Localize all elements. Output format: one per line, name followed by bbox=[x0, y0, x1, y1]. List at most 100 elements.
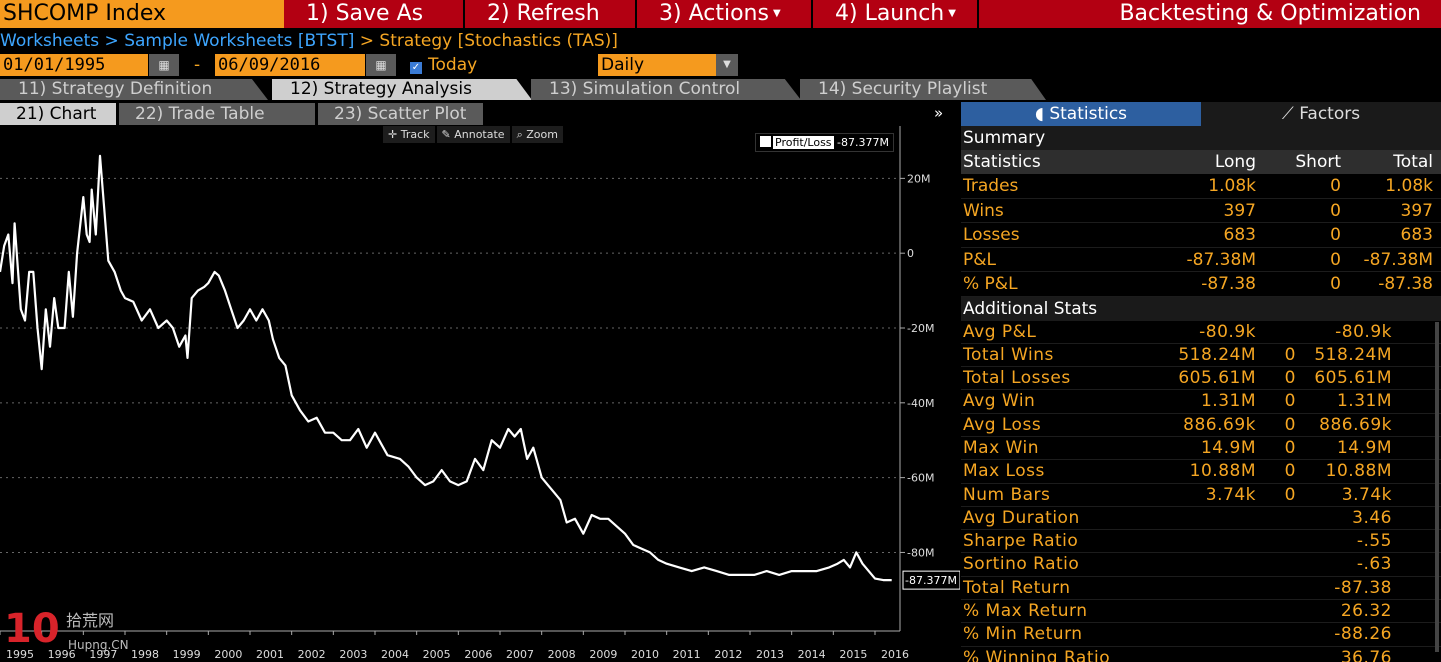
summary-cell-label: % P&L bbox=[963, 274, 1018, 294]
y-tick-label: -60M bbox=[907, 472, 934, 485]
additional-stat-row[interactable]: Avg Win 1.31M 0 1.31M bbox=[961, 390, 1441, 414]
additional-cell-long bbox=[1161, 623, 1256, 645]
summary-row[interactable]: Trades 1.08k 0 1.08k bbox=[961, 174, 1441, 199]
breadcrumb-sample-worksheets[interactable]: Sample Worksheets [BTST] bbox=[124, 31, 355, 51]
statistics-panel: ◖ Statistics ⟋ Factors Summary Statistic… bbox=[961, 102, 1441, 662]
tab-factors[interactable]: ⟋ Factors bbox=[1201, 102, 1441, 126]
breadcrumb-separator: > bbox=[359, 31, 374, 51]
x-tick-label: 1997 bbox=[89, 648, 117, 661]
scrollbar[interactable] bbox=[1435, 322, 1439, 652]
magnifier-icon: ⌕ bbox=[516, 128, 527, 141]
tab-security-playlist[interactable]: 14) Security Playlist bbox=[800, 79, 1046, 100]
additional-stat-row[interactable]: Max Win 14.9M 0 14.9M bbox=[961, 437, 1441, 461]
additional-cell-short bbox=[1256, 530, 1296, 552]
additional-cell-short bbox=[1256, 600, 1296, 622]
summary-row[interactable]: P&L -87.38M 0 -87.38M bbox=[961, 248, 1441, 272]
summary-cell-label: Losses bbox=[963, 225, 1020, 245]
additional-stat-row[interactable]: Total Wins 518.24M 0 518.24M bbox=[961, 344, 1441, 368]
additional-stat-row[interactable]: Sortino Ratio -.63 bbox=[961, 553, 1441, 577]
x-tick-label: 2001 bbox=[256, 648, 284, 661]
additional-cell-total: -.55 bbox=[1356, 531, 1392, 552]
y-tick-label: -40M bbox=[907, 397, 934, 410]
x-tick-label: 2010 bbox=[631, 648, 659, 661]
tab-statistics[interactable]: ◖ Statistics bbox=[961, 102, 1201, 126]
x-tick-label: 2013 bbox=[756, 648, 784, 661]
watermark-text: 拾荒网 bbox=[66, 611, 115, 630]
additional-cell-label: Num Bars bbox=[963, 484, 1051, 505]
actions-menu-button[interactable]: 3) Actions ▼ bbox=[637, 0, 813, 28]
additional-cell-long bbox=[1161, 530, 1256, 552]
pencil-icon: ✎ bbox=[441, 128, 455, 141]
chart-toolbar: ✛ Track ✎ Annotate ⌕ Zoom bbox=[383, 126, 563, 143]
x-tick-label: 2008 bbox=[548, 648, 576, 661]
additional-cell-long: 605.61M bbox=[1178, 368, 1256, 389]
additional-stat-row[interactable]: Total Return -87.38 bbox=[961, 577, 1441, 601]
y-tick-label: -80M bbox=[907, 546, 934, 559]
today-checkbox[interactable]: ✓ Today bbox=[410, 54, 477, 76]
expand-panel-icon[interactable]: » bbox=[934, 104, 944, 122]
additional-stat-row[interactable]: Sharpe Ratio -.55 bbox=[961, 530, 1441, 554]
breadcrumb-worksheets[interactable]: Worksheets bbox=[0, 31, 100, 51]
summary-row[interactable]: Wins 397 0 397 bbox=[961, 199, 1441, 223]
additional-stats-table: Avg P&L -80.9k -80.9k Total Wins 518.24M 0 518… bbox=[961, 321, 1441, 662]
summary-cell-long: -87.38M bbox=[1186, 249, 1256, 270]
additional-stat-row[interactable]: % Winning Ratio 36.76 bbox=[961, 647, 1441, 662]
summary-row[interactable]: Losses 683 0 683 bbox=[961, 223, 1441, 248]
x-tick-label: 2002 bbox=[298, 648, 326, 661]
launch-menu-button[interactable]: 4) Launch ▼ bbox=[813, 0, 979, 28]
additional-stat-row[interactable]: Avg Loss 886.69k 0 886.69k bbox=[961, 414, 1441, 437]
calendar-icon[interactable]: ▦ bbox=[366, 54, 396, 76]
summary-table: Trades 1.08k 0 1.08k Wins 397 0 397 Losses 683 0 68… bbox=[961, 174, 1441, 297]
x-tick-label: 1999 bbox=[173, 648, 201, 661]
annotate-tool[interactable]: ✎ Annotate bbox=[436, 126, 510, 143]
save-as-button[interactable]: 1) Save As bbox=[284, 0, 465, 28]
track-tool[interactable]: ✛ Track bbox=[383, 126, 435, 143]
additional-cell-short: 0 bbox=[1284, 484, 1296, 505]
legend-series-name: Profit/Loss bbox=[773, 136, 834, 149]
additional-cell-label: Max Win bbox=[963, 437, 1039, 458]
additional-stat-row[interactable]: Num Bars 3.74k 0 3.74k bbox=[961, 484, 1441, 507]
tab-strategy-analysis[interactable]: 12) Strategy Analysis bbox=[272, 79, 532, 100]
tab-simulation-control[interactable]: 13) Simulation Control bbox=[531, 79, 801, 100]
profit-loss-line bbox=[0, 154, 892, 582]
zoom-tool[interactable]: ⌕ Zoom bbox=[511, 126, 563, 143]
summary-cell-long: 1.08k bbox=[1208, 176, 1256, 196]
additional-stat-row[interactable]: Avg P&L -80.9k -80.9k bbox=[961, 321, 1441, 344]
additional-stat-row[interactable]: Total Losses 605.61M 0 605.61M bbox=[961, 367, 1441, 391]
additional-cell-total: -80.9k bbox=[1335, 321, 1392, 342]
refresh-button[interactable]: 2) Refresh bbox=[465, 0, 637, 28]
summary-cell-label: Trades bbox=[963, 176, 1019, 196]
additional-stat-row[interactable]: Avg Duration 3.46 bbox=[961, 507, 1441, 531]
calendar-icon[interactable]: ▦ bbox=[149, 54, 179, 76]
x-tick-label: 2004 bbox=[381, 648, 409, 661]
additional-cell-label: Sharpe Ratio bbox=[963, 531, 1079, 552]
date-range-dash: - bbox=[194, 55, 201, 75]
start-date-input[interactable]: 01/01/1995 bbox=[0, 54, 148, 76]
security-ticker[interactable]: SHCOMP Index bbox=[0, 0, 284, 28]
chevron-down-icon[interactable]: ▼ bbox=[716, 54, 738, 76]
tab-strategy-definition[interactable]: 11) Strategy Definition bbox=[0, 79, 268, 100]
additional-cell-short bbox=[1256, 647, 1296, 662]
additional-cell-label: Max Loss bbox=[963, 461, 1045, 482]
end-date-input[interactable]: 06/09/2016 bbox=[215, 54, 365, 76]
additional-stats-heading: Additional Stats bbox=[961, 296, 1441, 321]
tab-chart[interactable]: 21) Chart bbox=[0, 103, 116, 125]
additional-stat-row[interactable]: % Min Return -88.26 bbox=[961, 623, 1441, 647]
summary-cell-total: -87.38M bbox=[1363, 249, 1433, 270]
tab-trade-table[interactable]: 22) Trade Table bbox=[119, 103, 315, 125]
additional-cell-label: Avg Duration bbox=[963, 507, 1080, 528]
summary-cell-total: 683 bbox=[1400, 225, 1433, 245]
chart-legend[interactable]: Profit/Loss -87.377M bbox=[755, 133, 894, 152]
summary-cell-long: 683 bbox=[1223, 225, 1256, 245]
additional-stat-row[interactable]: Max Loss 10.88M 0 10.88M bbox=[961, 460, 1441, 484]
additional-stat-row[interactable]: % Max Return 26.32 bbox=[961, 600, 1441, 624]
x-tick-label: 2009 bbox=[589, 648, 617, 661]
additional-cell-short: 0 bbox=[1284, 391, 1296, 412]
additional-cell-label: Avg Loss bbox=[963, 414, 1042, 435]
additional-cell-long bbox=[1161, 647, 1256, 662]
tab-scatter-plot[interactable]: 23) Scatter Plot bbox=[318, 103, 483, 125]
x-tick-label: 1996 bbox=[48, 648, 76, 661]
frequency-select[interactable]: Daily bbox=[598, 54, 716, 76]
summary-row[interactable]: % P&L -87.38 0 -87.38 bbox=[961, 272, 1441, 297]
additional-cell-label: % Max Return bbox=[963, 601, 1088, 622]
